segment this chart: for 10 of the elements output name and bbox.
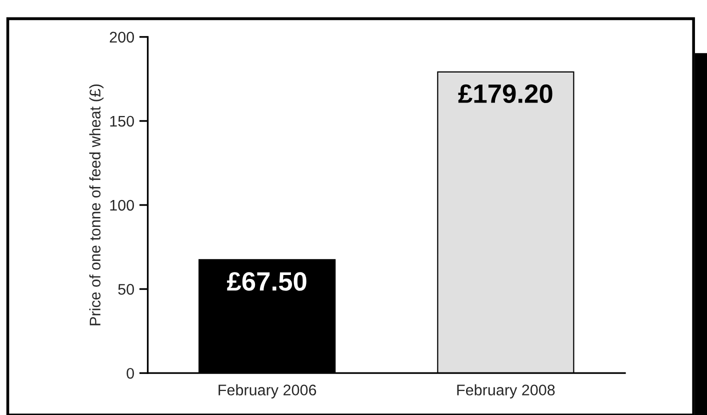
y-axis-title: Price of one tonne of feed wheat (£) (89, 84, 104, 326)
data-label: £179.20 (458, 84, 552, 104)
y-tick-label: 100 (110, 200, 134, 211)
y-tick-label: 150 (110, 116, 134, 127)
y-tick-label: 0 (126, 368, 134, 379)
data-label: £67.50 (226, 272, 306, 291)
y-tick-label: 200 (110, 32, 134, 43)
y-tick-label: 50 (118, 284, 134, 295)
x-tick-label: February 2006 (218, 384, 316, 398)
x-tick-label: February 2008 (457, 384, 555, 398)
